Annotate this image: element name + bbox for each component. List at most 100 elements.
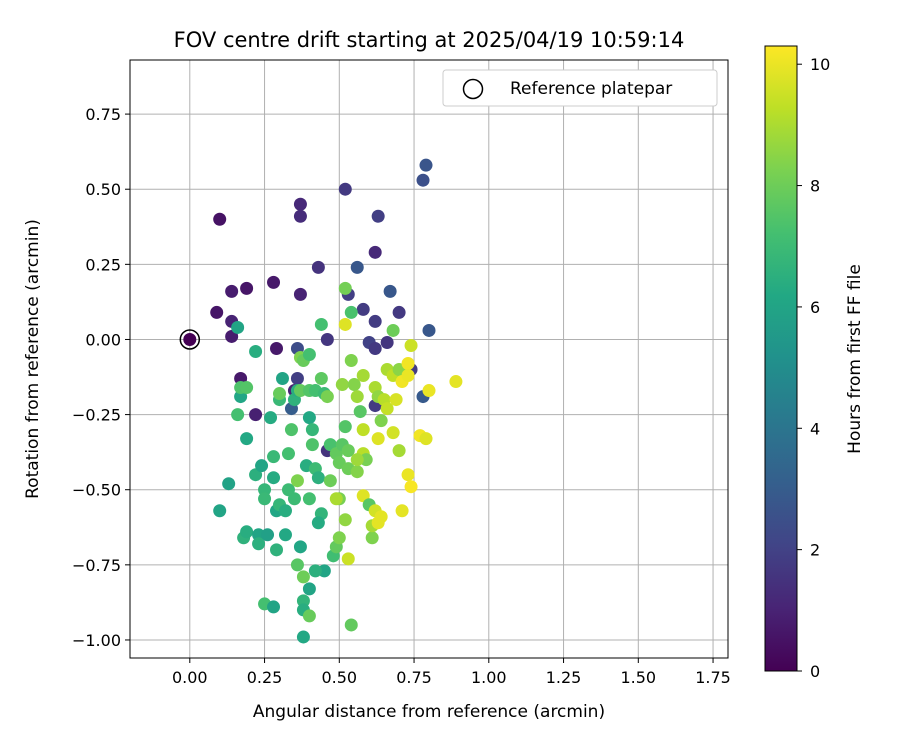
data-point: [401, 369, 415, 383]
x-tick-label: 0.00: [172, 668, 208, 687]
data-point: [329, 492, 343, 506]
data-point: [305, 438, 319, 452]
data-point: [347, 378, 361, 392]
data-point: [183, 332, 197, 346]
data-point: [368, 314, 382, 328]
data-point: [293, 197, 307, 211]
y-axis-label: Rotation from reference (arcmin): [23, 219, 43, 499]
data-point: [419, 158, 433, 172]
x-tick-label: 1.25: [546, 668, 582, 687]
y-tick-label: 0.50: [85, 180, 121, 199]
data-point: [338, 513, 352, 527]
data-point: [302, 582, 316, 596]
data-point: [261, 528, 275, 542]
colorbar-tick-label: 2: [810, 541, 820, 560]
data-point: [314, 317, 328, 331]
data-point: [275, 372, 289, 386]
data-point: [371, 432, 385, 446]
colorbar-tick-label: 10: [810, 55, 830, 74]
data-point: [240, 432, 254, 446]
data-point: [293, 384, 307, 398]
data-point: [350, 465, 364, 479]
data-point: [273, 387, 286, 401]
colorbar-gradient: [764, 45, 798, 672]
x-axis-label: Angular distance from reference (arcmin): [253, 702, 605, 722]
colorbar-tick-label: 8: [810, 177, 820, 196]
data-point: [344, 305, 358, 319]
data-point: [293, 540, 307, 554]
data-point: [401, 357, 415, 371]
data-point: [302, 609, 316, 623]
y-tick-label: −1.00: [72, 631, 121, 650]
data-point: [249, 408, 263, 422]
data-point: [359, 453, 373, 467]
data-point: [270, 341, 284, 355]
plot-frame: [129, 59, 729, 659]
data-point: [338, 281, 352, 295]
data-point: [422, 323, 436, 337]
data-point: [323, 474, 337, 488]
data-point: [278, 504, 292, 518]
data-point: [302, 492, 316, 506]
data-point: [287, 492, 301, 506]
data-point: [422, 384, 436, 398]
data-point: [293, 209, 307, 223]
data-point: [356, 369, 370, 383]
data-point: [332, 531, 346, 545]
legend-label-reference: Reference platepar: [510, 79, 672, 99]
data-point: [314, 372, 328, 386]
legend-marker-reference: [462, 78, 484, 100]
data-point: [344, 354, 358, 368]
data-point: [338, 182, 352, 196]
data-point: [356, 423, 370, 437]
colorbar-tick-label: 0: [810, 662, 820, 681]
data-point: [255, 459, 269, 473]
data-point: [350, 390, 364, 404]
data-point: [231, 320, 245, 334]
data-point: [252, 528, 266, 542]
data-point: [267, 450, 281, 464]
x-tick-label: 0.75: [396, 668, 432, 687]
x-tick-label: 1.75: [695, 668, 731, 687]
data-point: [386, 426, 400, 440]
data-point: [240, 381, 254, 395]
grid-lines: [130, 60, 728, 658]
data-point: [213, 504, 227, 518]
data-point: [302, 411, 316, 425]
data-point: [371, 209, 385, 223]
data-point: [281, 447, 295, 461]
data-point: [293, 287, 307, 301]
colorbar-ticks: 0 2 4 6 8 10: [797, 55, 830, 681]
data-point: [368, 245, 382, 259]
data-point: [284, 423, 298, 437]
data-point: [353, 405, 367, 419]
x-tick-label: 1.50: [620, 668, 656, 687]
data-point: [225, 284, 239, 298]
data-point: [383, 284, 397, 298]
data-point: [311, 516, 325, 530]
data-point: [335, 378, 349, 392]
data-point: [267, 471, 281, 485]
data-point: [374, 510, 388, 524]
x-tick-label: 1.00: [471, 668, 507, 687]
x-tick-label: 0.25: [247, 668, 283, 687]
data-point: [404, 338, 418, 352]
data-point: [449, 375, 463, 389]
y-tick-label: 0.75: [85, 105, 121, 124]
colorbar: 0 2 4 6 8 10 Hours from first FF file: [764, 45, 865, 681]
data-point: [344, 618, 358, 632]
y-tick-label: 0.00: [85, 330, 121, 349]
data-point: [267, 600, 281, 614]
data-point: [392, 305, 406, 319]
y-tick-label: −0.25: [72, 406, 121, 425]
data-point: [380, 335, 394, 349]
scatter-points: [179, 158, 463, 644]
x-tick-label: 0.50: [321, 668, 357, 687]
y-tick-label: −0.75: [72, 556, 121, 575]
data-point: [231, 408, 245, 422]
data-point: [213, 212, 227, 226]
data-point: [356, 302, 370, 316]
colorbar-label: Hours from first FF file: [845, 264, 865, 454]
y-tick-label: 0.25: [85, 255, 121, 274]
